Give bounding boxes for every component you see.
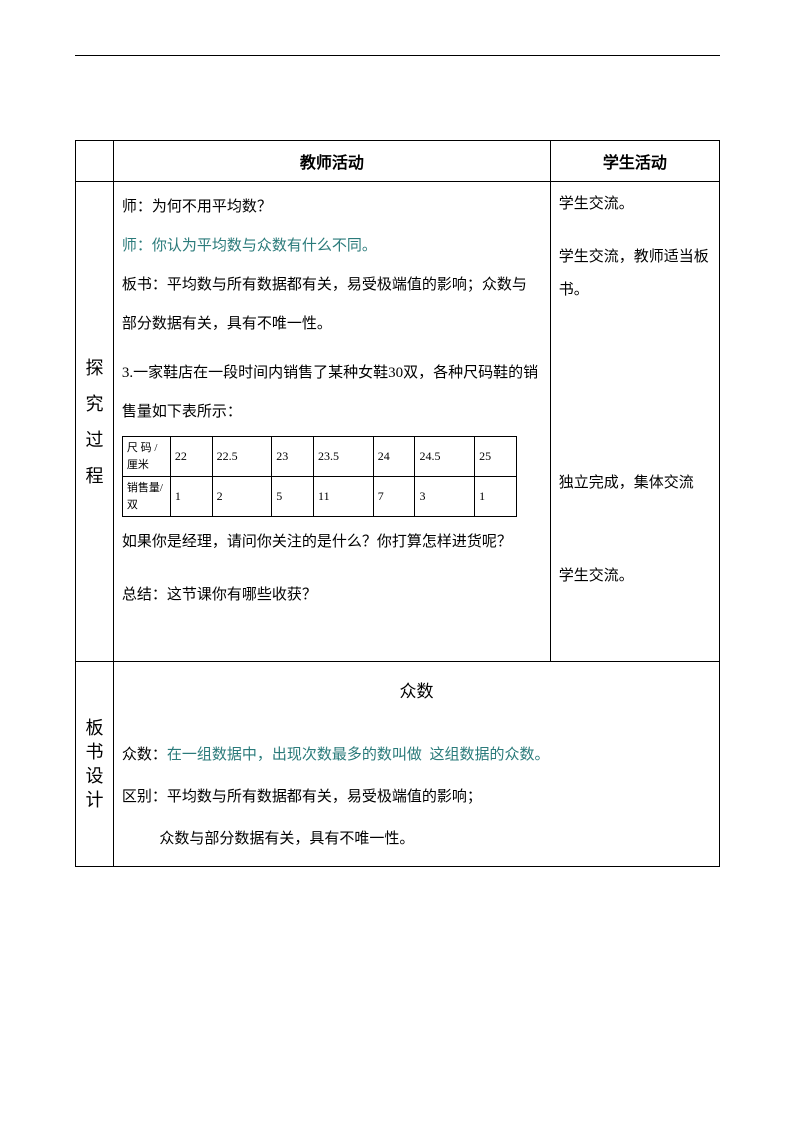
label-char: 设	[78, 767, 111, 785]
label-char: 究	[78, 395, 111, 413]
page-container: 教师活动 学生活动 探 究 过 程 师：为何不用平均数？ 师：你认为平均数与众数…	[75, 60, 720, 867]
teacher-activity-cell: 师：为何不用平均数？ 师：你认为平均数与众数有什么不同。 板书：平均数与所有数据…	[113, 182, 550, 662]
size-cell: 23	[272, 437, 314, 477]
table-header-row: 教师活动 学生活动	[76, 141, 720, 182]
def-text-1: 在一组数据中，出现次数最多的数叫做	[167, 747, 422, 763]
design-label-cell: 板 书 设 计	[76, 662, 114, 867]
sales-cell: 7	[373, 477, 415, 517]
sales-cell: 1	[475, 477, 517, 517]
sales-cell: 1	[170, 477, 212, 517]
size-cell: 23.5	[314, 437, 374, 477]
page-top-rule	[75, 55, 720, 56]
sales-cell: 5	[272, 477, 314, 517]
header-student: 学生活动	[550, 141, 719, 182]
mode-definition: 众数：在一组数据中，出现次数最多的数叫做 这组数据的众数。	[122, 734, 711, 776]
size-cell: 22	[170, 437, 212, 477]
label-char: 过	[78, 431, 111, 449]
label-char: 板	[78, 719, 111, 737]
student-activity-cell: 学生交流。 学生交流，教师适当板书。 独立完成，集体交流 学生交流。	[550, 182, 719, 662]
sales-header: 销售量/双	[122, 477, 170, 517]
header-empty	[76, 141, 114, 182]
label-char: 探	[78, 359, 111, 377]
size-cell: 24	[373, 437, 415, 477]
def-label: 众数：	[122, 747, 167, 763]
spacer	[122, 344, 542, 354]
size-header: 尺 码 /厘米	[122, 437, 170, 477]
def-text-2: 这组数据的众数。	[429, 747, 549, 763]
lesson-plan-table: 教师活动 学生活动 探 究 过 程 师：为何不用平均数？ 师：你认为平均数与众数…	[75, 140, 720, 867]
header-teacher: 教师活动	[113, 141, 550, 182]
teacher-line: 总结：这节课你有哪些收获？	[122, 576, 542, 615]
size-cell: 24.5	[415, 437, 475, 477]
sales-cell: 2	[212, 477, 272, 517]
table-row: 尺 码 /厘米 22 22.5 23 23.5 24 24.5 25	[122, 437, 516, 477]
label-char: 程	[78, 467, 111, 485]
difference-line-2: 众数与部分数据有关，具有不唯一性。	[122, 818, 711, 860]
board-design-row: 板 书 设 计 众数 众数：在一组数据中，出现次数最多的数叫做 这组数据的众数。…	[76, 662, 720, 867]
spacer	[122, 615, 542, 655]
explore-row: 探 究 过 程 师：为何不用平均数？ 师：你认为平均数与众数有什么不同。 板书：…	[76, 182, 720, 662]
teacher-line: 师：为何不用平均数？	[122, 188, 542, 227]
teacher-line: 如果你是经理，请问你关注的是什么？你打算怎样进货呢？	[122, 523, 542, 562]
difference-line-1: 区别：平均数与所有数据都有关，易受极端值的影响；	[122, 776, 711, 818]
shoe-sales-table: 尺 码 /厘米 22 22.5 23 23.5 24 24.5 25 销售量/双…	[122, 436, 517, 517]
explore-label-cell: 探 究 过 程	[76, 182, 114, 662]
size-cell: 25	[475, 437, 517, 477]
label-char: 书	[78, 743, 111, 761]
sales-cell: 3	[415, 477, 475, 517]
board-design-cell: 众数 众数：在一组数据中，出现次数最多的数叫做 这组数据的众数。 区别：平均数与…	[113, 662, 719, 867]
student-line: 独立完成，集体交流	[559, 467, 711, 500]
spacer	[122, 562, 542, 576]
teacher-line-highlight: 师：你认为平均数与众数有什么不同。	[122, 227, 542, 266]
student-line: 学生交流。	[559, 560, 711, 593]
teacher-line: 板书：平均数与所有数据都有关，易受极端值的影响；众数与部分数据有关，具有不唯一性…	[122, 266, 542, 344]
student-line: 学生交流。	[559, 188, 711, 221]
sales-cell: 11	[314, 477, 374, 517]
student-line: 学生交流，教师适当板书。	[559, 241, 711, 307]
design-title: 众数	[122, 668, 711, 716]
teacher-line: 3.一家鞋店在一段时间内销售了某种女鞋30双，各种尺码鞋的销售量如下表所示：	[122, 354, 542, 432]
size-cell: 22.5	[212, 437, 272, 477]
table-row: 销售量/双 1 2 5 11 7 3 1	[122, 477, 516, 517]
label-char: 计	[78, 791, 111, 809]
